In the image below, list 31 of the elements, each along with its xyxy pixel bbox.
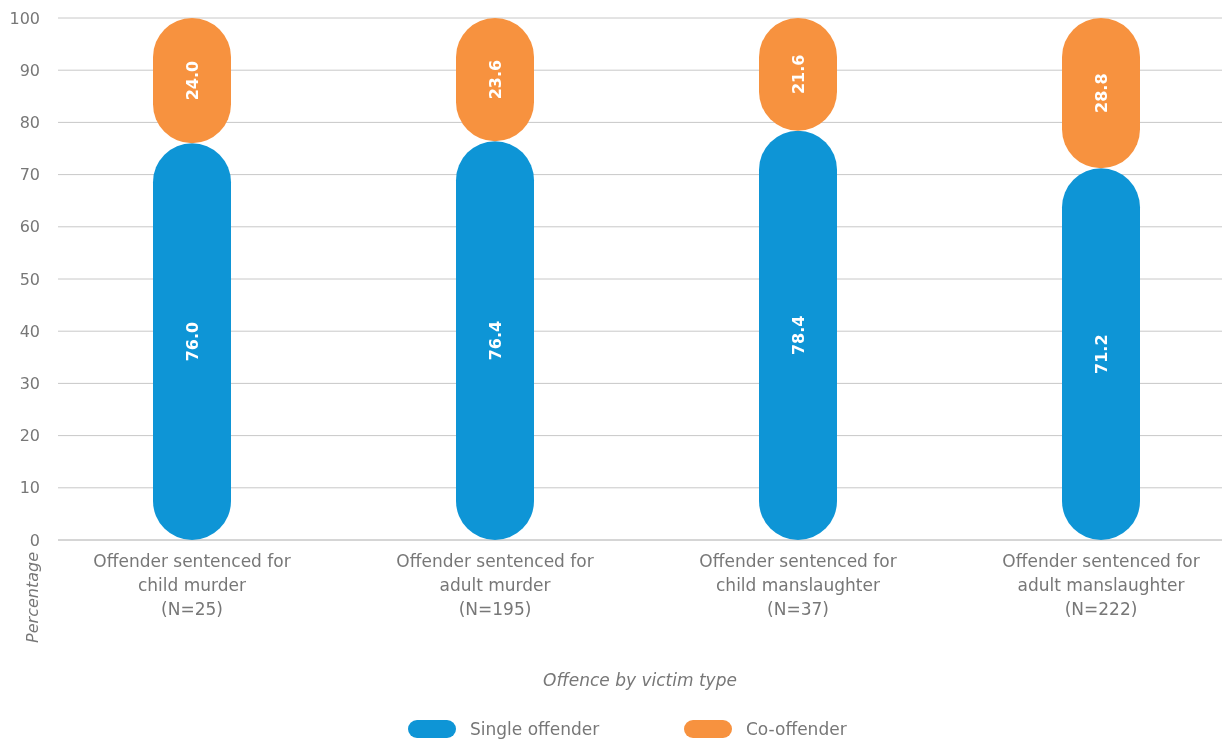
data-label: 28.8 (1091, 73, 1111, 113)
x-axis-title: Offence by victim type (543, 670, 737, 690)
x-tick-label: Offender sentenced for adult murder (N=195) (396, 551, 594, 619)
data-label: 76.0 (182, 321, 202, 362)
x-tick-label: Offender sentenced for child murder (N=25) (93, 551, 291, 619)
data-label: 71.2 (1091, 334, 1111, 374)
data-label: 78.4 (788, 315, 808, 356)
y-tick-label: 60 (19, 217, 40, 237)
bar (759, 130, 837, 540)
data-label: 24.0 (182, 60, 202, 101)
bar (1062, 168, 1140, 540)
legend-label: Co-offender (746, 719, 847, 739)
data-label: 21.6 (788, 54, 808, 95)
y-tick-label: 20 (19, 426, 40, 446)
y-tick-label: 90 (19, 60, 40, 80)
y-tick-label: 100 (9, 8, 40, 28)
x-tick-label: Offender sentenced for adult manslaughter (N=222) (1002, 551, 1200, 619)
bar (456, 141, 534, 540)
y-axis-title: Percentage (23, 551, 42, 643)
y-tick-label: 80 (19, 113, 40, 132)
legend-label: Single offender (470, 719, 600, 739)
y-tick-label: 70 (19, 165, 40, 185)
y-tick-label: 0 (29, 530, 40, 550)
y-tick-label: 40 (19, 321, 40, 341)
y-tick-label: 30 (19, 374, 40, 393)
data-label: 23.6 (485, 59, 505, 100)
bar (153, 143, 231, 540)
data-label: 76.4 (485, 320, 505, 361)
y-tick-label: 10 (19, 478, 40, 498)
y-tick-label: 50 (19, 269, 40, 289)
x-tick-label: Offender sentenced for child manslaughter (N=37) (699, 551, 897, 619)
